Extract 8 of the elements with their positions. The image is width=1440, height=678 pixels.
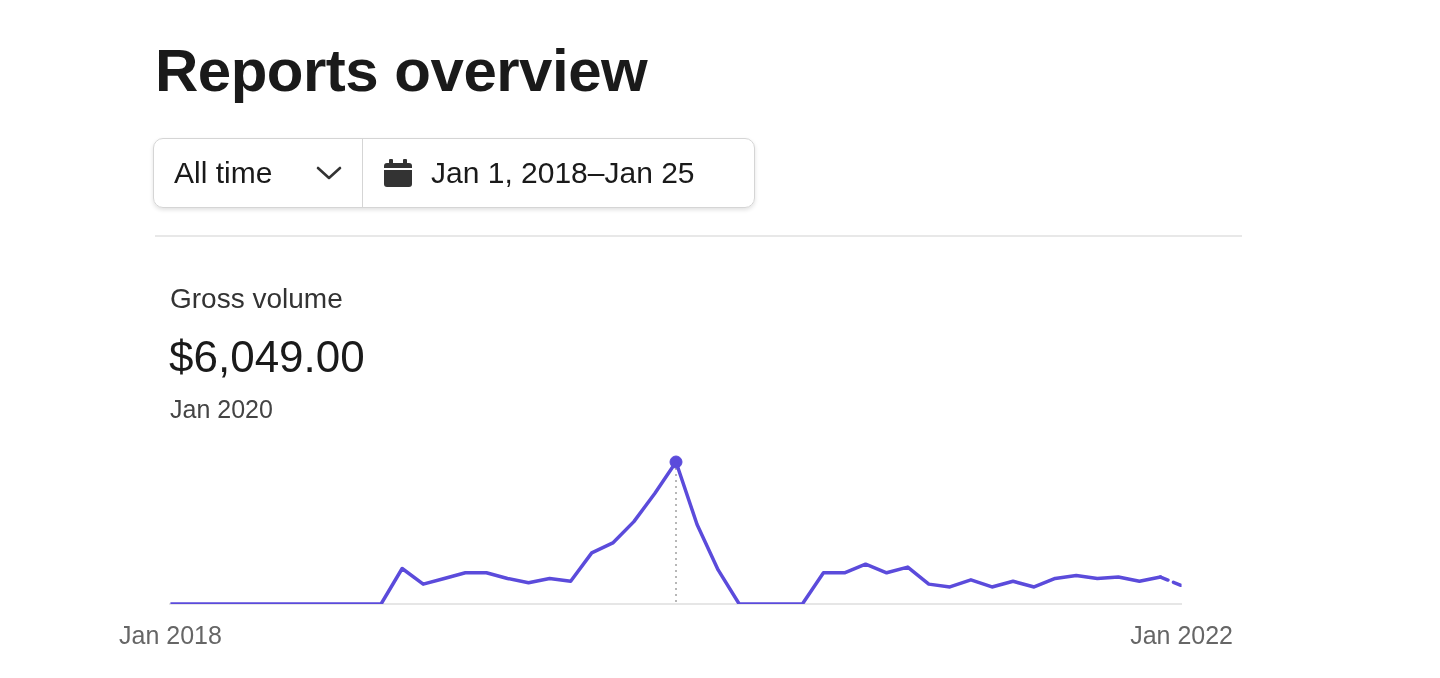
x-tick-label: Jan 2022 xyxy=(1130,620,1233,649)
text: $6,049.00 xyxy=(169,332,365,382)
chart-title: Reports overview xyxy=(155,36,648,105)
text: Jan 1, 2018–Jan 25 xyxy=(431,156,695,190)
text: All time xyxy=(174,156,273,190)
chart-subtitle: Gross volume xyxy=(170,283,343,315)
x-tick-label: Jan 2018 xyxy=(119,620,222,649)
text: Jan 2020 xyxy=(170,395,273,424)
